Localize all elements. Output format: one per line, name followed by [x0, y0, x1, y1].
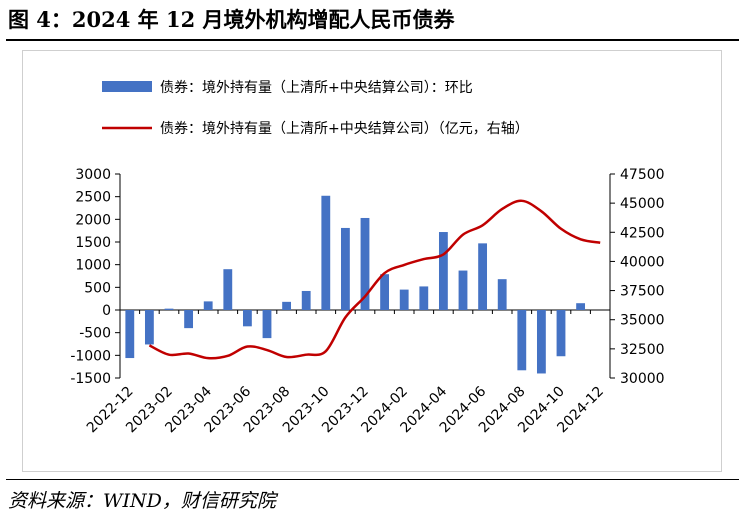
left-axis-tick-label: 3000: [75, 167, 111, 183]
right-axis-tick-label: 45000: [620, 196, 665, 212]
right-axis-tick-label: 30000: [620, 371, 665, 387]
bar: [203, 301, 213, 310]
left-axis-tick-label: -1500: [70, 371, 111, 387]
series-line: [148, 199, 601, 360]
figure-title: 图 4：2024 年 12 月境外机构增配人民币债券: [8, 7, 455, 32]
bar: [360, 217, 370, 310]
bar: [438, 232, 448, 310]
bar: [478, 243, 488, 310]
bar: [419, 286, 429, 310]
left-axis-tick-label: 2500: [75, 190, 111, 206]
chart-frame: [22, 50, 722, 472]
right-axis-tick-label: 35000: [620, 313, 665, 329]
bar: [536, 310, 546, 374]
bar: [301, 290, 311, 310]
bar: [242, 310, 252, 327]
bar: [399, 289, 409, 310]
bar: [262, 310, 272, 339]
right-axis-tick-label: 40000: [620, 254, 665, 270]
bar: [556, 310, 566, 357]
bar: [340, 227, 350, 310]
left-axis-tick-label: 2000: [75, 212, 111, 228]
bar: [184, 310, 194, 329]
left-axis-tick-label: -500: [79, 326, 111, 342]
left-axis-tick-label: 1500: [75, 235, 111, 251]
bar: [223, 269, 233, 310]
right-axis-tick-label: 42500: [620, 225, 665, 241]
bar: [125, 310, 135, 359]
left-axis-tick-label: 1000: [75, 258, 111, 274]
left-axis-tick-label: -1000: [70, 348, 111, 364]
bar: [164, 308, 174, 310]
title-divider: [6, 39, 739, 41]
right-axis-tick-label: 37500: [620, 284, 665, 300]
source-note: 资料来源：WIND，财信研究院: [8, 490, 276, 512]
source-divider: [6, 479, 739, 480]
right-axis-tick-label: 47500: [620, 167, 665, 183]
bar-series: [125, 195, 586, 374]
bar: [497, 279, 507, 310]
right-axis-tick-label: 32500: [620, 342, 665, 358]
bar: [321, 195, 331, 310]
legend: 债券：境外持有量（上清所+中央结算公司）：环比 债券：境外持有量（上清所+中央结…: [102, 80, 529, 137]
bar: [380, 274, 390, 310]
bar: [458, 270, 468, 310]
bar: [517, 310, 527, 371]
left-axis-tick-label: 500: [84, 280, 111, 296]
bar: [576, 303, 586, 310]
bar: [144, 310, 154, 345]
bar: [282, 301, 292, 310]
line-series: [148, 199, 601, 360]
chart: 债券：境外持有量（上清所+中央结算公司）：环比 债券：境外持有量（上清所+中央结…: [70, 80, 665, 436]
left-axis-tick-label: 0: [102, 303, 111, 319]
legend-label-line: 债券：境外持有量（上清所+中央结算公司）（亿元，右轴）: [160, 121, 529, 137]
legend-swatch-bar: [102, 81, 152, 92]
legend-label-bar: 债券：境外持有量（上清所+中央结算公司）：环比: [160, 80, 473, 96]
